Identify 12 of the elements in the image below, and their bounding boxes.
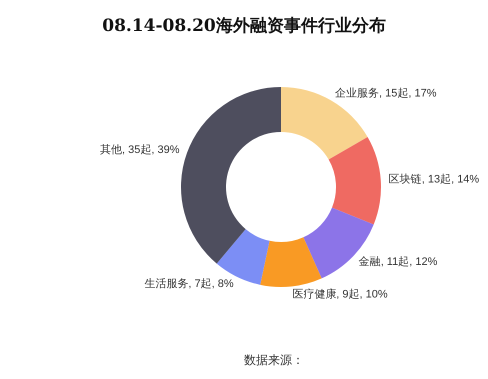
donut-slice (328, 137, 381, 224)
slice-label: 生活服务, 7起, 8% (144, 277, 234, 290)
slice-label: 企业服务, 15起, 17% (335, 86, 437, 100)
chart-title: 08.14-08.20海外融资事件行业分布 (101, 15, 387, 37)
donut-slice (260, 237, 322, 287)
slice-label: 区块链, 13起, 14% (388, 172, 480, 186)
slice-label: 医疗健康, 9起, 10% (292, 287, 388, 300)
slice-label: 其他, 35起, 39% (100, 143, 180, 156)
donut-slice (181, 87, 281, 264)
source-note: 数据来源： (243, 352, 305, 369)
donut-slice (281, 87, 368, 160)
slice-label: 金融, 11起, 12% (358, 256, 438, 268)
